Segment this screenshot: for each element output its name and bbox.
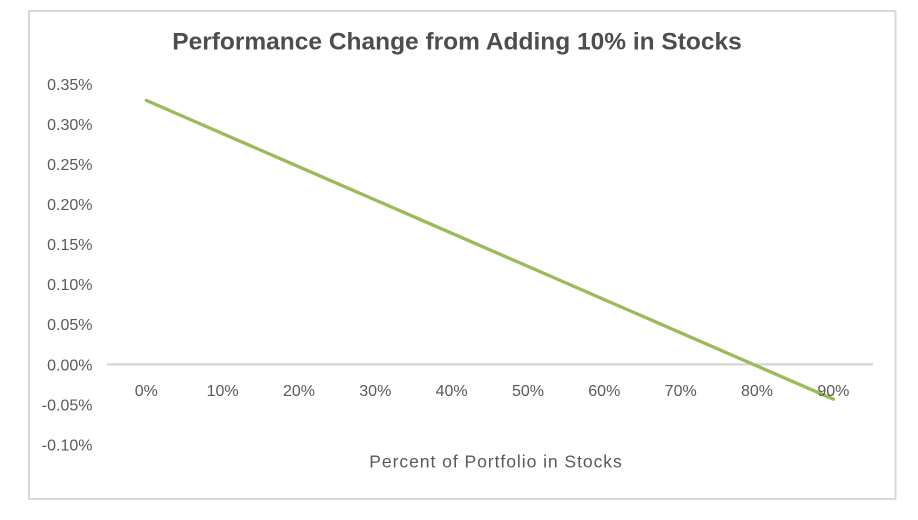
svg-text:60%: 60%	[588, 383, 620, 400]
svg-text:90%: 90%	[817, 383, 849, 400]
svg-text:0%: 0%	[135, 383, 158, 400]
svg-text:0.35%: 0.35%	[47, 77, 92, 94]
svg-text:50%: 50%	[512, 383, 544, 400]
svg-text:0.30%: 0.30%	[47, 117, 92, 134]
svg-text:0.20%: 0.20%	[47, 197, 92, 214]
svg-text:0.00%: 0.00%	[47, 357, 92, 374]
svg-text:0.05%: 0.05%	[47, 317, 92, 334]
svg-text:-0.05%: -0.05%	[42, 397, 93, 414]
svg-text:10%: 10%	[207, 383, 239, 400]
svg-text:-0.10%: -0.10%	[42, 437, 93, 454]
svg-text:0.10%: 0.10%	[47, 277, 92, 294]
svg-text:0.15%: 0.15%	[47, 237, 92, 254]
svg-text:40%: 40%	[436, 383, 468, 400]
svg-text:Performance Change from Adding: Performance Change from Adding 10% in St…	[172, 28, 742, 55]
svg-text:Percent of Portfolio in Stocks: Percent of Portfolio in Stocks	[369, 452, 623, 472]
svg-text:80%: 80%	[741, 383, 773, 400]
svg-text:70%: 70%	[665, 383, 697, 400]
svg-text:30%: 30%	[359, 383, 391, 400]
svg-text:0.25%: 0.25%	[47, 157, 92, 174]
svg-text:20%: 20%	[283, 383, 315, 400]
